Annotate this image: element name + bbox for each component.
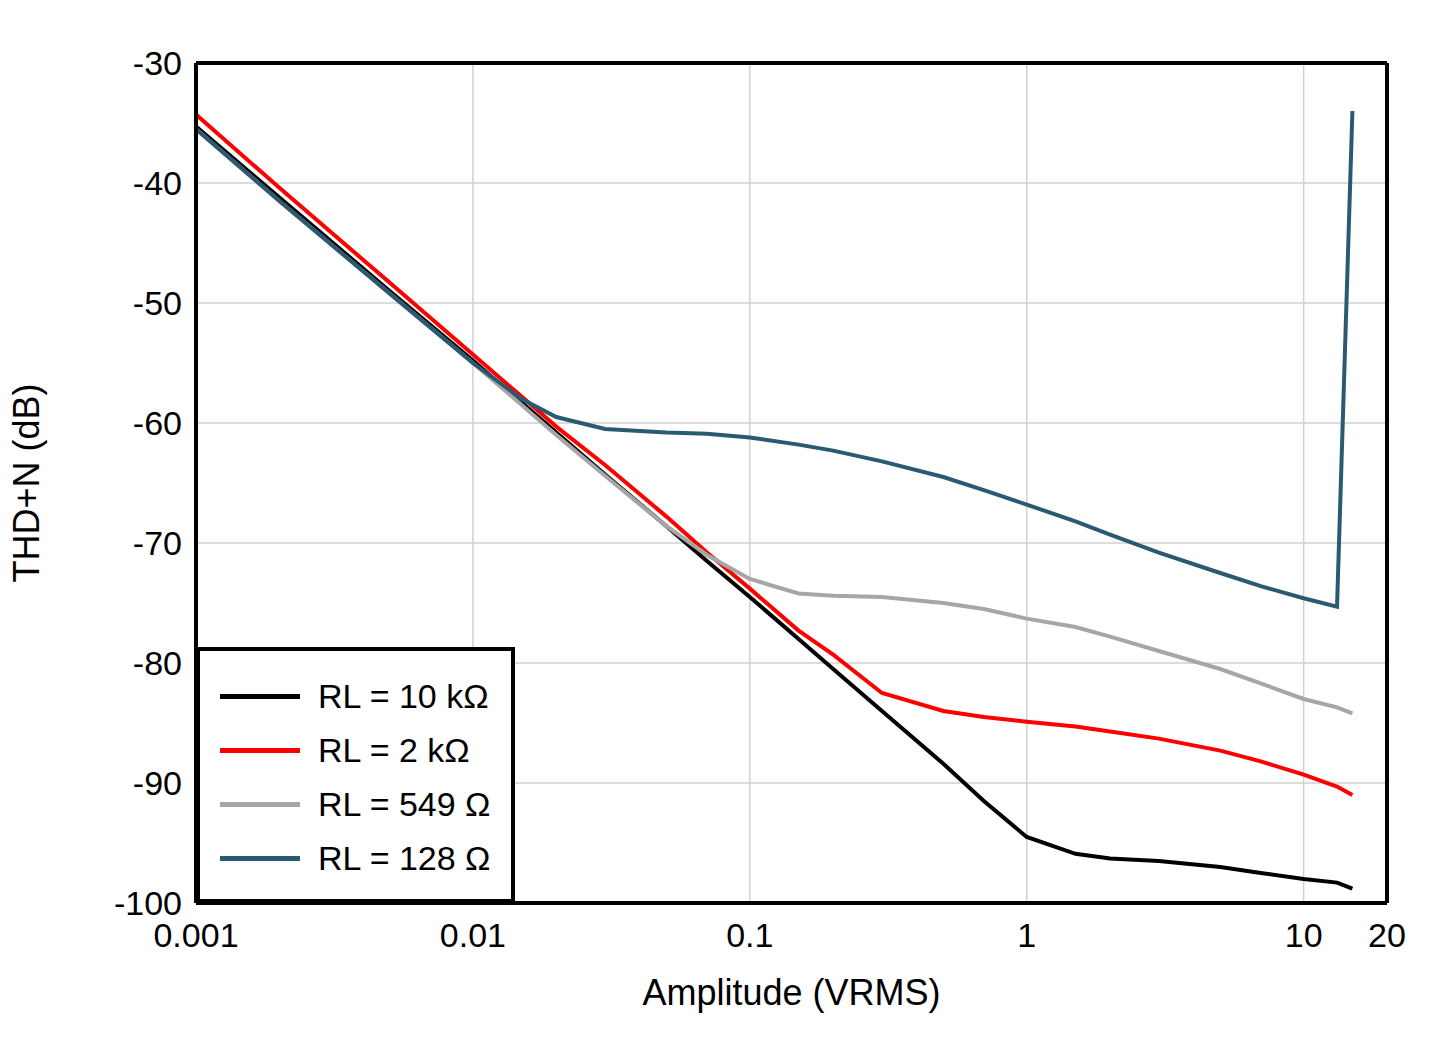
svg-text:-30: -30 [133,44,182,82]
svg-text:-50: -50 [133,284,182,322]
svg-text:-70: -70 [133,524,182,562]
svg-text:20: 20 [1368,916,1406,954]
svg-text:THD+N (dB): THD+N (dB) [8,383,47,582]
html-text:RL = 2 kΩ: RL = 2 kΩ [318,730,470,769]
svg-text:Amplitude (VRMS): Amplitude (VRMS) [642,972,940,1013]
svg-text:10: 10 [1285,916,1323,954]
html-text:RL = 10 kΩ: RL = 10 kΩ [318,676,489,715]
svg-text:0.01: 0.01 [440,916,506,954]
svg-text:0.001: 0.001 [153,916,239,955]
svg-text:-90: -90 [133,764,182,802]
svg-text:1: 1 [1017,916,1036,954]
svg-text:-80: -80 [133,644,182,682]
html-text:RL = 128 Ω: RL = 128 Ω [318,838,491,877]
svg-text:0.1: 0.1 [726,916,773,954]
svg-text:-60: -60 [133,404,182,442]
html-text:RL = 549 Ω: RL = 549 Ω [318,784,491,823]
svg-text:-100: -100 [114,884,182,922]
svg-text:-40: -40 [133,164,182,202]
